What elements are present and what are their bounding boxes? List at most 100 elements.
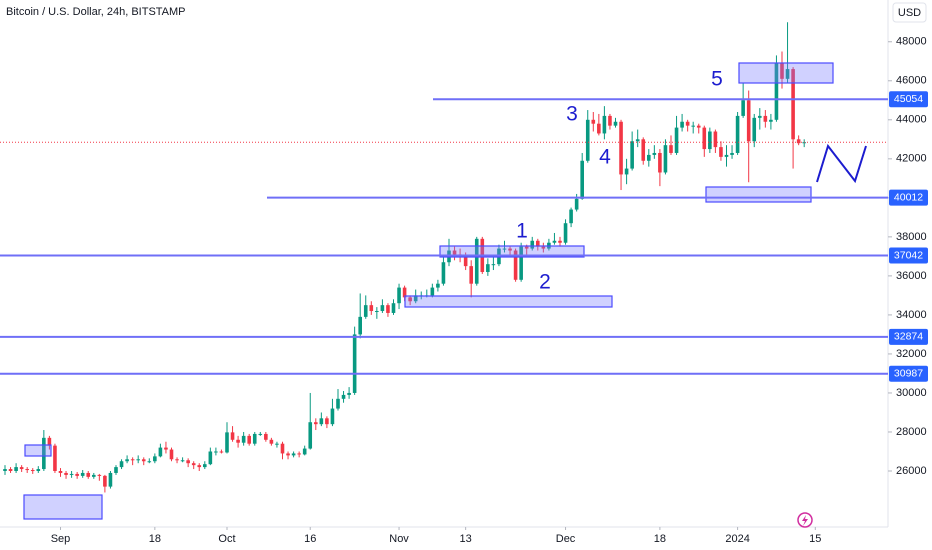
candle-body <box>752 117 757 142</box>
level-badge <box>889 247 928 264</box>
candle-body <box>652 152 657 155</box>
candle-body <box>658 152 662 173</box>
candle-body <box>297 453 301 455</box>
candle-body <box>69 473 74 475</box>
candle-body <box>624 168 629 175</box>
y-tick-label: 44000 <box>896 114 927 126</box>
candle-body <box>402 287 407 298</box>
candle-body <box>785 69 790 79</box>
candle-body <box>330 408 335 425</box>
candle-body <box>680 121 684 128</box>
bolt-icon[interactable] <box>797 512 813 528</box>
x-tick-label: 2024 <box>725 533 749 545</box>
level-label: 32874 <box>894 331 923 343</box>
candle-body <box>796 139 801 144</box>
candle-body <box>746 100 751 142</box>
candle-body <box>597 123 601 134</box>
candle-body <box>674 127 679 153</box>
candle-body <box>508 248 512 251</box>
candle-body <box>230 432 235 440</box>
plot-area <box>0 22 888 493</box>
y-tick-label: 30000 <box>896 387 927 399</box>
candle-body <box>585 119 590 161</box>
candle-body <box>380 305 385 312</box>
candle-body <box>97 474 102 476</box>
candle-body <box>602 115 607 134</box>
candle-body <box>613 121 618 126</box>
candle-body <box>391 303 396 313</box>
candle-body <box>363 305 368 317</box>
candle-body <box>308 422 313 449</box>
candle-body <box>125 459 129 462</box>
candle-body <box>191 463 196 466</box>
candle-body <box>180 460 185 462</box>
y-tick-label: 32000 <box>896 348 927 360</box>
candle-body <box>269 439 274 444</box>
candle-body <box>702 127 707 150</box>
level-label: 30987 <box>894 367 923 379</box>
candle-body <box>42 437 46 470</box>
x-tick-label: Dec <box>556 533 576 545</box>
candle-body <box>247 435 251 444</box>
candle-body <box>280 443 285 454</box>
candle-body <box>158 447 163 457</box>
candle-body <box>36 469 41 472</box>
candle-body <box>513 250 518 280</box>
candle-body <box>685 121 690 126</box>
candle-body <box>724 154 729 157</box>
candle-body <box>763 115 768 122</box>
currency-label: USD <box>898 7 921 19</box>
candle-body <box>486 264 490 272</box>
candle-body <box>580 160 584 199</box>
zone-box <box>24 444 52 457</box>
level-badge <box>889 328 928 345</box>
candle-body <box>252 433 257 444</box>
candle-body <box>769 119 773 122</box>
candle-body <box>524 246 529 249</box>
candle-body <box>258 433 263 435</box>
candle-body <box>358 316 362 335</box>
candle-body <box>730 152 734 155</box>
candle-body <box>397 287 401 304</box>
candle-body <box>735 115 740 153</box>
candle-body <box>630 141 634 169</box>
candle-body <box>119 461 124 468</box>
candle-body <box>25 469 29 471</box>
zone-box <box>23 494 103 520</box>
candle-body <box>569 209 573 224</box>
candle-body <box>236 439 240 443</box>
candle-body <box>214 451 218 453</box>
level-badge <box>889 91 928 108</box>
candle-body <box>530 240 535 249</box>
candle-body <box>608 115 612 126</box>
candle-body <box>619 121 623 175</box>
candle-body <box>469 266 473 284</box>
y-tick-label: 46000 <box>896 75 927 87</box>
wave-label: 3 <box>566 103 578 126</box>
candle-body <box>136 459 140 461</box>
y-tick-label: 26000 <box>896 465 927 477</box>
candle-body <box>208 451 213 465</box>
candle-body <box>563 223 568 243</box>
candle-body <box>413 295 418 302</box>
candle-body <box>64 472 68 475</box>
candle-body <box>691 125 695 127</box>
candle-body <box>541 246 546 249</box>
zone-box <box>705 186 812 203</box>
candle-body <box>452 250 457 255</box>
y-tick-label: 28000 <box>896 426 927 438</box>
candle-body <box>552 240 557 243</box>
y-tick-label: 38000 <box>896 231 927 243</box>
candle-body <box>91 474 96 477</box>
candle-body <box>441 262 446 284</box>
candle-body <box>646 154 651 161</box>
candle-body <box>86 472 91 477</box>
candle-body <box>8 469 13 472</box>
chart-title: Bitcoin / U.S. Dollar, 24h, BITSTAMP <box>6 6 186 18</box>
candle-body <box>14 467 18 472</box>
candle-body <box>502 248 507 250</box>
x-tick-label: 16 <box>304 533 316 545</box>
candle-body <box>153 456 157 462</box>
candle-body <box>375 311 379 313</box>
